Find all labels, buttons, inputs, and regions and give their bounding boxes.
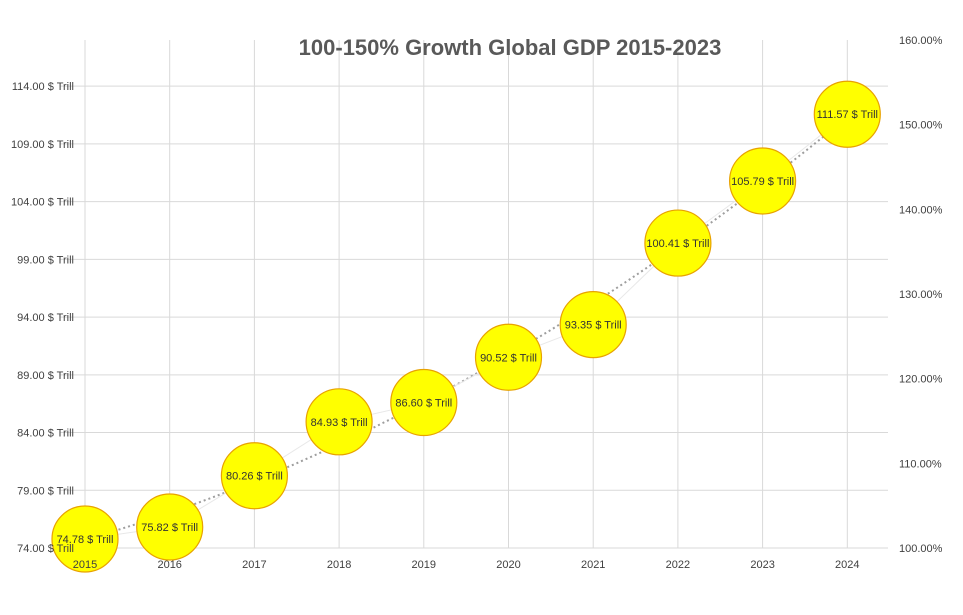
data-bubble — [390, 368, 458, 437]
right-axis-tick-label: 160.00% — [899, 35, 943, 47]
series-connector-line — [84, 113, 848, 540]
left-axis-tick-label: 94.00 $ Trill — [17, 312, 74, 324]
data-label: 84.93 $ Trill — [311, 417, 368, 429]
data-bubble — [813, 80, 881, 148]
left-axis-tick-label: 89.00 $ Trill — [17, 370, 74, 382]
data-label: 93.35 $ Trill — [565, 320, 622, 332]
right-axis-ticks: 100.00% 110.00% 120.00% 130.00% 140.00% 150.0… — [899, 35, 943, 555]
gridlines — [60, 40, 888, 549]
right-axis-tick-label: 150.00% — [899, 120, 943, 132]
right-axis-tick-label: 110.00% — [899, 458, 942, 470]
x-axis-ticks: 2015 2016 2017 2018 2019 2020 2021 2022 2023 2024 — [73, 559, 860, 571]
data-label: 74.78 $ Trill — [57, 534, 114, 546]
x-axis-tick-label: 2017 — [242, 559, 266, 571]
chart-title: 100-150% Growth Global GDP 2015-2023 — [299, 35, 722, 60]
x-axis-tick-label: 2023 — [750, 559, 774, 571]
data-label: 100.41 $ Trill — [646, 238, 709, 250]
trendlines — [84, 113, 848, 541]
data-bubble — [136, 493, 204, 561]
x-axis-tick-label: 2016 — [157, 559, 181, 571]
data-bubble — [220, 442, 288, 510]
x-axis-tick-label: 2022 — [666, 559, 690, 571]
data-label: 86.60 $ Trill — [395, 398, 452, 410]
bubble-series — [51, 80, 881, 573]
right-axis-tick-label: 120.00% — [899, 374, 943, 386]
x-axis-tick-label: 2019 — [412, 559, 436, 571]
left-axis-tick-label: 79.00 $ Trill — [17, 485, 74, 497]
right-axis-tick-label: 130.00% — [899, 289, 943, 301]
data-label: 105.79 $ Trill — [731, 176, 794, 188]
data-bubble — [51, 505, 119, 573]
data-bubble — [728, 147, 797, 215]
left-axis-tick-label: 84.00 $ Trill — [17, 428, 74, 440]
left-axis-tick-label: 114.00 $ Trill — [12, 81, 74, 93]
data-bubble — [305, 388, 373, 456]
data-label: 80.26 $ Trill — [226, 471, 283, 483]
x-axis-tick-label: 2015 — [73, 559, 97, 571]
left-axis-tick-label: 104.00 $ Trill — [11, 197, 74, 209]
left-axis-tick-label: 74.00 $ Trill — [17, 543, 74, 555]
x-axis-tick-label: 2020 — [496, 559, 520, 571]
left-axis-tick-label: 99.00 $ Trill — [17, 254, 74, 266]
data-bubble — [474, 323, 543, 391]
left-axis-tick-label: 109.00 $ Trill — [11, 139, 74, 151]
trendline — [84, 116, 848, 541]
data-bubble — [644, 209, 712, 277]
x-axis-tick-label: 2018 — [327, 559, 351, 571]
data-label: 75.82 $ Trill — [141, 522, 198, 534]
data-labels: 74.78 $ Trill 75.82 $ Trill 80.26 $ Trill 8… — [57, 109, 878, 546]
data-label: 90.52 $ Trill — [480, 352, 537, 364]
x-axis-tick-label: 2021 — [581, 559, 605, 571]
x-axis-tick-label: 2024 — [835, 559, 859, 571]
right-axis-tick-label: 100.00% — [899, 543, 943, 555]
data-bubble — [559, 290, 627, 359]
left-axis-ticks: 74.00 $ Trill 79.00 $ Trill 84.00 $ Trill 8… — [11, 81, 74, 555]
right-axis-tick-label: 140.00% — [899, 204, 943, 216]
data-label: 111.57 $ Trill — [817, 109, 878, 121]
